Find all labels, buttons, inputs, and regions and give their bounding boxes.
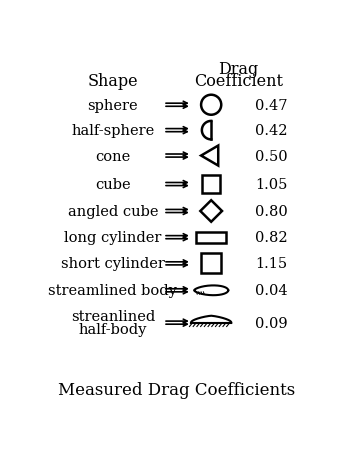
Text: 0.42: 0.42 bbox=[255, 124, 288, 138]
Text: 0.80: 0.80 bbox=[255, 205, 288, 219]
Text: angled cube: angled cube bbox=[67, 205, 158, 219]
Text: 0.50: 0.50 bbox=[255, 149, 288, 163]
Text: half-body: half-body bbox=[78, 322, 147, 336]
Text: Shape: Shape bbox=[87, 73, 138, 90]
Bar bbox=[201, 254, 221, 274]
Bar bbox=[196, 232, 226, 243]
Text: 0.82: 0.82 bbox=[255, 231, 288, 244]
Text: Coefficient: Coefficient bbox=[194, 73, 283, 90]
Text: half-sphere: half-sphere bbox=[71, 124, 154, 138]
Text: 0.09: 0.09 bbox=[255, 316, 288, 330]
Text: Measured Drag Coefficients: Measured Drag Coefficients bbox=[58, 382, 295, 398]
Text: cone: cone bbox=[95, 149, 130, 163]
Text: streamlined body: streamlined body bbox=[48, 284, 177, 298]
Text: Drag: Drag bbox=[218, 61, 258, 78]
Text: streanlined: streanlined bbox=[71, 310, 155, 324]
Text: 0.47: 0.47 bbox=[255, 99, 288, 113]
Text: long cylinder: long cylinder bbox=[64, 231, 161, 244]
Text: short cylinder: short cylinder bbox=[61, 257, 165, 271]
Text: sphere: sphere bbox=[87, 99, 138, 113]
Bar bbox=[202, 175, 221, 194]
Text: 0.04: 0.04 bbox=[255, 284, 288, 298]
Text: 1.15: 1.15 bbox=[256, 257, 288, 271]
Text: 1.05: 1.05 bbox=[256, 178, 288, 192]
Text: cube: cube bbox=[95, 178, 131, 192]
